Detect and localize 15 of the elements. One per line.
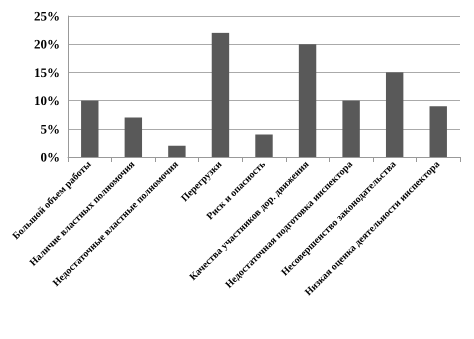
bar	[168, 146, 186, 157]
y-tick-label: 20%	[34, 36, 60, 52]
y-tick-label: 15%	[34, 64, 60, 80]
y-tick-label: 5%	[40, 121, 60, 136]
bar	[212, 32, 230, 157]
bar	[255, 134, 273, 157]
bar	[124, 118, 142, 157]
bar	[342, 100, 360, 157]
y-tick-label: 10%	[34, 93, 60, 108]
bar	[386, 72, 404, 157]
bar	[81, 100, 98, 157]
y-tick-label: 25%	[34, 8, 60, 24]
bar	[430, 106, 447, 157]
bar	[298, 44, 316, 157]
y-tick-label: 0%	[40, 150, 60, 164]
